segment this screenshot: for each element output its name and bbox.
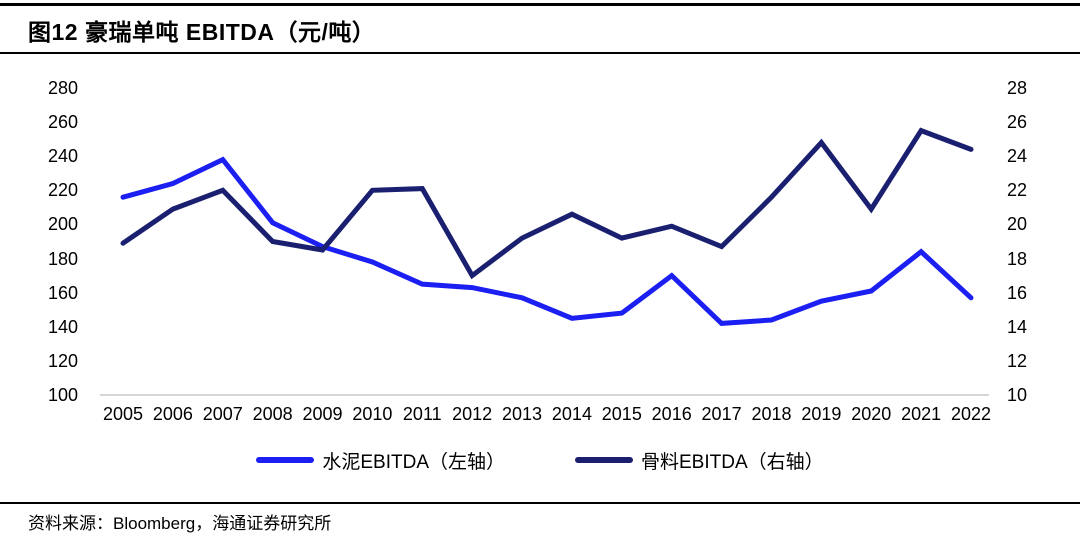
right-axis-tick: 16 — [1007, 282, 1028, 303]
aggregate-ebitda-line — [120, 127, 974, 280]
title-divider — [0, 52, 1080, 54]
x-axis-label: 2018 — [751, 404, 792, 424]
x-axis-label: 2021 — [901, 404, 942, 424]
x-axis-label: 2019 — [801, 404, 842, 424]
x-axis-label: 2006 — [152, 404, 193, 424]
x-axis-label: 2020 — [851, 404, 892, 424]
left-axis-tick: 240 — [47, 146, 78, 167]
right-axis-tick: 14 — [1007, 316, 1028, 337]
right-axis-tick: 28 — [1007, 78, 1028, 98]
legend-item-cement: 水泥EBITDA（左轴） — [256, 447, 505, 474]
x-axis-label: 2010 — [352, 404, 393, 424]
x-axis-label: 2016 — [651, 404, 692, 424]
x-axis-label: 2013 — [502, 404, 543, 424]
cement-ebitda-line — [120, 156, 974, 326]
left-axis-tick: 260 — [47, 112, 78, 133]
top-border — [0, 3, 1080, 6]
x-axis-label: 2007 — [202, 404, 243, 424]
source-text: 资料来源：Bloomberg，海通证券研究所 — [28, 514, 332, 533]
source-divider — [0, 502, 1080, 504]
right-axis-tick: 24 — [1007, 146, 1028, 167]
left-axis-tick: 160 — [47, 282, 78, 303]
right-axis-tick: 12 — [1007, 350, 1028, 371]
legend-label-aggregate: 骨料EBITDA（右轴） — [641, 451, 824, 473]
left-axis-tick: 100 — [47, 385, 78, 405]
left-axis-tick: 140 — [47, 316, 78, 337]
x-axis-label: 2009 — [302, 404, 343, 424]
x-axis-label: 2008 — [252, 404, 293, 424]
x-axis-label: 2005 — [102, 404, 144, 424]
left-axis-tick: 200 — [47, 214, 78, 235]
cement-line-swatch — [256, 457, 315, 463]
right-axis-tick: 22 — [1007, 180, 1028, 201]
x-axis-label: 2015 — [601, 404, 642, 424]
legend: 水泥EBITDA（左轴） 骨料EBITDA（右轴） — [0, 446, 1080, 474]
aggregate-line-swatch — [575, 457, 633, 463]
left-axis-tick: 220 — [47, 180, 78, 201]
right-axis-tick: 10 — [1007, 385, 1028, 405]
legend-item-aggregate: 骨料EBITDA（右轴） — [575, 447, 824, 474]
left-axis-tick: 120 — [47, 350, 78, 371]
figure-title: 图12 豪瑞单吨 EBITDA（元/吨） — [28, 19, 376, 45]
x-axis-label: 2014 — [551, 404, 592, 424]
x-axis-label: 2012 — [452, 404, 493, 424]
x-axis-label: 2017 — [701, 404, 742, 424]
left-axis-tick: 180 — [47, 248, 78, 269]
left-axis-tick: 280 — [47, 78, 78, 98]
right-axis-tick: 18 — [1007, 248, 1028, 269]
x-axis-label: 2011 — [402, 404, 442, 424]
x-axis-label: 2022 — [950, 404, 992, 424]
right-axis-tick: 26 — [1007, 112, 1028, 133]
legend-label-cement: 水泥EBITDA（左轴） — [322, 451, 505, 473]
right-axis-tick: 20 — [1007, 214, 1028, 235]
